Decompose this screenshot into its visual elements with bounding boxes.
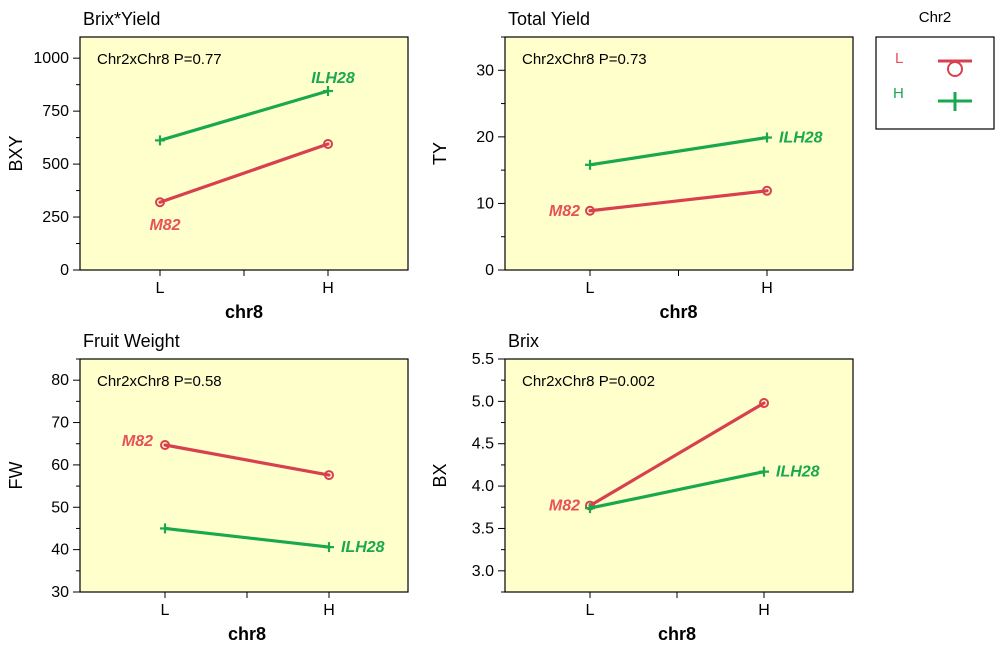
x-tick-label: H (322, 280, 334, 297)
series-label-l: M82 (122, 433, 153, 450)
y-tick-label: 5.5 (472, 351, 494, 368)
y-tick-label: 1000 (33, 50, 69, 67)
y-axis-label: TY (430, 142, 450, 165)
chart-title: Brix*Yield (83, 9, 160, 29)
chart-panel-4: Brix 3.0 3.5 4.0 4.5 5.0 5.5 L H BX chr8 Chr2xChr8 … (430, 331, 854, 644)
data-point-l-l (160, 439, 170, 450)
plot-area (79, 36, 409, 271)
y-tick-label: 80 (51, 372, 69, 389)
data-point-h-h (323, 86, 333, 97)
y-tick-label: 4.0 (472, 478, 494, 495)
y-tick-label: 250 (42, 209, 69, 226)
y-tick-label: 50 (51, 499, 69, 516)
x-tick-label: H (758, 602, 770, 619)
series-label-h: ILH28 (776, 464, 820, 481)
legend-box (875, 36, 995, 130)
series-label-l: M82 (549, 203, 580, 220)
data-point-l-l (155, 197, 165, 208)
chart-panel-1: Brix*Yield 0 250 500 750 1000 L H BXY chr8 Chr2xCh… (6, 9, 409, 322)
y-tick-label: 70 (51, 415, 69, 432)
legend-marker-h (938, 92, 972, 111)
y-tick-label: 3.0 (472, 563, 494, 580)
y-tick-label: 10 (476, 195, 494, 212)
plot-area (504, 358, 854, 593)
data-point-h-h (324, 542, 334, 553)
legend-circle-l (947, 61, 963, 77)
chart-panel-2: Total Yield 0 10 20 30 L H TY chr8 Chr2xChr8 P=0.… (430, 9, 854, 322)
legend-key-l: L (895, 50, 903, 67)
series-line-h (158, 89, 330, 142)
x-axis-label: chr8 (659, 302, 697, 322)
series-label-h: ILH28 (779, 130, 823, 147)
x-tick-label: H (323, 602, 335, 619)
series-line-l (158, 142, 330, 204)
y-tick-label: 60 (51, 457, 69, 474)
y-tick-label: 500 (42, 156, 69, 173)
data-point-h-h (759, 466, 769, 477)
y-tick-label: 5.0 (472, 393, 494, 410)
y-tick-label: 0 (485, 262, 494, 279)
data-point-h-h (762, 132, 772, 143)
y-tick-label: 0 (60, 262, 69, 279)
series-line-l (163, 443, 331, 477)
x-axis-label: chr8 (228, 624, 266, 644)
p-value-annotation: Chr2xChr8 P=0.58 (97, 373, 222, 390)
series-line-l (588, 401, 766, 508)
x-tick-label: L (586, 280, 595, 297)
y-axis-label: BXY (6, 135, 26, 171)
data-point-h-l (155, 135, 165, 146)
y-axis-label: BX (430, 463, 450, 487)
y-tick-label: 4.5 (472, 436, 494, 453)
p-value-annotation: Chr2xChr8 P=0.73 (522, 51, 647, 68)
data-point-l-h (324, 470, 334, 481)
y-tick-label: 30 (51, 584, 69, 601)
chart-title: Brix (508, 331, 539, 351)
y-tick-label: 30 (476, 62, 494, 79)
series-line-h (588, 135, 769, 167)
chart-title: Fruit Weight (83, 331, 180, 351)
series-line-h (588, 470, 766, 510)
y-tick-label: 750 (42, 103, 69, 120)
x-axis-label: chr8 (658, 624, 696, 644)
y-axis-label: FW (6, 461, 26, 489)
y-tick-label: 20 (476, 129, 494, 146)
y-tick-label: 40 (51, 542, 69, 559)
series-label-l: M82 (149, 217, 180, 234)
series-line-l (588, 189, 769, 213)
chart-panel-3: Fruit Weight 30 40 50 60 70 80 L H FW chr8 Chr2xChr… (6, 331, 409, 644)
series-label-h: ILH28 (311, 70, 355, 87)
x-axis-label: chr8 (225, 302, 263, 322)
x-tick-label: L (161, 602, 170, 619)
p-value-annotation: Chr2xChr8 P=0.77 (97, 51, 222, 68)
data-point-h-l (585, 159, 595, 170)
y-tick-label: 3.5 (472, 520, 494, 537)
plot-area (79, 358, 409, 593)
series-label-h: ILH28 (341, 539, 385, 556)
legend-key-h: H (893, 85, 904, 102)
data-point-l-h (759, 398, 769, 409)
x-tick-label: L (586, 602, 595, 619)
series-label-l: M82 (549, 498, 580, 515)
x-tick-label: L (156, 280, 165, 297)
legend: Chr2 L H (875, 9, 995, 130)
data-point-l-h (323, 138, 333, 149)
data-point-l-h (762, 185, 772, 196)
x-tick-label: H (761, 280, 773, 297)
chart-title: Total Yield (508, 9, 590, 29)
data-point-h-l (585, 503, 595, 514)
series-line-h (163, 526, 331, 549)
p-value-annotation: Chr2xChr8 P=0.002 (522, 373, 655, 390)
data-point-l-l (585, 205, 595, 216)
plot-area (504, 36, 854, 271)
data-point-h-l (160, 523, 170, 534)
legend-title: Chr2 (919, 9, 952, 26)
legend-marker-l (938, 59, 972, 77)
